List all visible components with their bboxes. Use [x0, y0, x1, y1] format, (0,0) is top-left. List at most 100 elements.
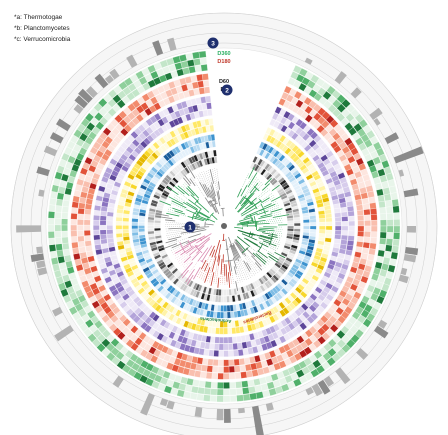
abundance-bar: [406, 226, 417, 233]
abundance-bar: [265, 402, 274, 412]
heatmap-cell: [83, 224, 91, 231]
heatmap-cell: [218, 336, 224, 344]
tree-branch: [163, 243, 178, 249]
tree-branch: [187, 165, 196, 179]
callout-number-3: 3: [211, 40, 215, 47]
tree-arc: [259, 198, 263, 203]
callout-markers: 1 2 3: [184, 37, 233, 233]
heatmap-cell: [348, 215, 355, 222]
abundance-bar: [400, 267, 408, 276]
heatmap-cell: [334, 221, 342, 227]
leaf-connector: [180, 262, 185, 266]
heatmap-cell: [356, 204, 364, 211]
heatmap-cell: [85, 245, 93, 252]
tree-branch: [174, 210, 186, 215]
abundance-bar: [36, 260, 46, 269]
heatmap-cell: [197, 80, 205, 88]
heatmap-cell: [131, 228, 139, 233]
heatmap-cell: [357, 231, 365, 237]
tree-branch: [174, 245, 189, 254]
heatmap-cell: [106, 233, 114, 239]
heatmap-cell: [203, 394, 211, 402]
heatmap-cell: [64, 254, 72, 263]
heatmap-cell: [309, 229, 317, 234]
heatmap-cell: [84, 240, 92, 247]
leaf-connector: [269, 194, 274, 198]
tree-branch: [186, 187, 195, 197]
tree-branch: [239, 195, 247, 205]
heatmap-cell: [334, 225, 342, 231]
abundance-bar: [159, 398, 169, 407]
heatmap-cell: [341, 230, 349, 236]
heatmap-cell: [147, 222, 155, 226]
heatmap-cell: [47, 231, 55, 239]
heatmap-cell: [333, 207, 341, 214]
tree-branch: [255, 253, 267, 263]
tree-branch: [225, 264, 228, 282]
heatmap-cell: [78, 241, 86, 248]
heatmap-cell: [100, 234, 107, 240]
leaf-connector: [230, 275, 232, 285]
heatmap-cell: [334, 216, 342, 222]
heatmap-cell: [71, 201, 79, 209]
heatmap-cell: [208, 349, 215, 357]
abundance-bar: [384, 132, 400, 145]
tree-branch: [227, 272, 231, 288]
heatmap-cell: [192, 51, 200, 60]
heatmap-cell: [99, 220, 107, 226]
heatmap-cell: [253, 378, 261, 386]
heatmap-cell: [319, 225, 326, 231]
tree-branch: [165, 239, 178, 244]
heatmap-cell: [220, 305, 224, 312]
tree-branch: [246, 262, 252, 270]
heatmap-cell: [84, 214, 91, 221]
leaf-connector: [245, 178, 259, 196]
heatmap-cell: [116, 236, 124, 242]
heatmap-cell: [93, 214, 100, 221]
heatmap-cell: [385, 199, 393, 208]
tree-branch: [235, 281, 239, 291]
tree-stem: [245, 208, 264, 217]
abundance-bar: [94, 73, 109, 89]
leaf-connector: [266, 262, 269, 265]
heatmap-cell: [228, 365, 235, 373]
heatmap-cell: [115, 225, 123, 230]
leaf-connector: [243, 254, 257, 275]
tree-branch: [184, 175, 192, 185]
heatmap-cell: [369, 242, 377, 250]
heatmap-cell: [77, 219, 84, 226]
heatmap-cell: [309, 218, 317, 223]
heatmap-cell: [206, 365, 213, 373]
leaf-connector: [257, 179, 261, 184]
heatmap-cell: [255, 391, 264, 400]
abundance-bar: [109, 68, 120, 80]
callout-number-2: 2: [225, 87, 229, 94]
abundance-bar: [56, 118, 71, 132]
tree-stem: [225, 238, 228, 250]
tree-stem: [196, 201, 210, 213]
tree-stem: [236, 223, 248, 226]
heatmap-cell: [54, 230, 62, 238]
heatmap-cell: [93, 224, 100, 231]
heatmap-cell: [217, 366, 224, 373]
heatmap-cell: [213, 343, 220, 351]
tree-branch: [197, 247, 209, 262]
tree-arc: [229, 244, 235, 248]
tree-branch: [259, 242, 269, 248]
tree-stem: [239, 230, 253, 236]
heatmap-cell: [106, 225, 113, 230]
heatmap-cell: [122, 228, 130, 234]
ring-label-d180: D180: [217, 59, 230, 65]
tree-branch: [261, 197, 270, 203]
tree-branch: [240, 185, 248, 197]
leaf-connector: [201, 171, 209, 188]
leaf-connector: [254, 182, 264, 194]
tree-branch: [177, 185, 190, 197]
tree-stem: [238, 217, 252, 222]
tree-branch: [233, 266, 237, 275]
leaf-connector: [182, 253, 197, 268]
tree-branch: [256, 222, 270, 225]
heatmap-cell: [303, 219, 310, 224]
leaf-connector: [254, 235, 281, 243]
heatmap-cell: [378, 200, 386, 209]
